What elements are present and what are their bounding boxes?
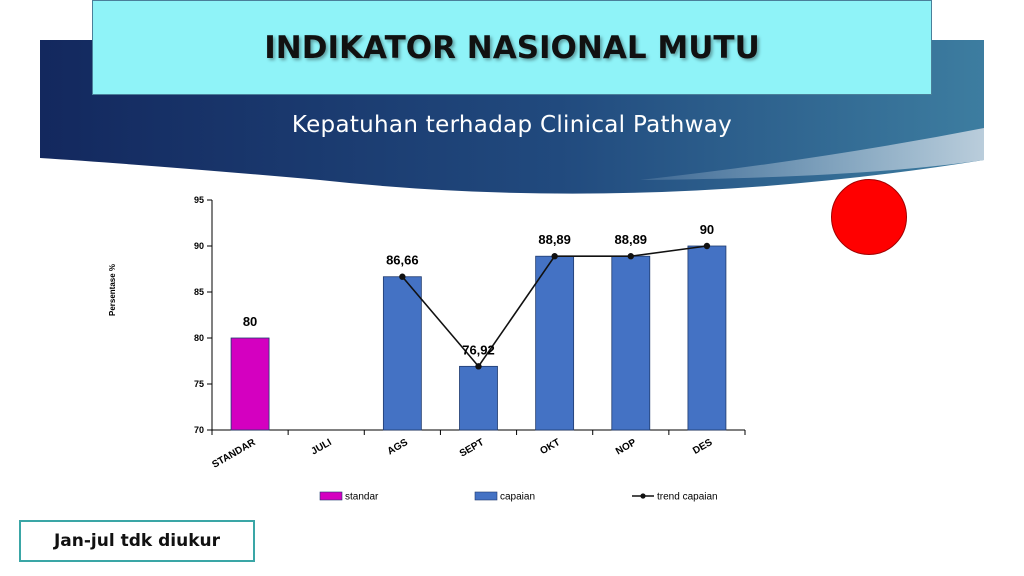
x-tick-label-juli: JULI	[309, 437, 333, 457]
bar-capaian-nop	[611, 255, 651, 431]
trend-point	[475, 363, 482, 370]
note-text: Jan-jul tdk diukur	[53, 531, 221, 551]
x-tick-label-nop: NOP	[614, 437, 639, 458]
bar-capaian-sept	[459, 365, 498, 431]
x-tick-label-standar: STANDAR	[210, 437, 258, 471]
legend-swatch-marker	[640, 493, 646, 499]
x-tick-label-okt: OKT	[538, 437, 562, 457]
y-tick-label: 85	[194, 287, 204, 297]
y-tick-label: 80	[194, 333, 204, 343]
legend-label-standar: standar	[345, 492, 379, 503]
bar-standar-standar	[230, 337, 270, 431]
y-tick-label: 95	[194, 195, 204, 205]
data-label-des: 90	[700, 222, 714, 237]
page-title: INDIKATOR NASIONAL MUTU	[264, 29, 760, 66]
x-tick-label-sept: SEPT	[458, 437, 486, 460]
page-subtitle: Kepatuhan terhadap Clinical Pathway	[291, 112, 733, 138]
bar-capaian-okt	[535, 255, 575, 431]
y-tick-label: 90	[194, 241, 204, 251]
data-label-okt: 88,89	[538, 232, 571, 247]
data-label-sept: 76,92	[462, 342, 495, 357]
trend-point	[551, 253, 558, 260]
banner-swoosh	[640, 128, 984, 180]
legend-swatch-standar	[319, 491, 343, 501]
data-label-nop: 88,89	[615, 232, 648, 247]
bar-capaian-des	[687, 245, 727, 431]
x-tick-label-des: DES	[691, 437, 715, 457]
trend-point	[399, 273, 406, 280]
note-box: Jan-jul tdk diukur	[19, 520, 255, 562]
x-tick-label-ags: AGS	[386, 437, 411, 458]
bar-capaian-ags	[382, 276, 422, 431]
y-axis-label: Persentase %	[108, 264, 117, 316]
data-label-standar: 80	[243, 314, 257, 329]
legend-swatch-capaian	[474, 491, 498, 501]
data-label-ags: 86,66	[386, 253, 419, 268]
legend-label-capaian: capaian	[500, 492, 535, 503]
trend-point	[627, 253, 634, 260]
y-tick-label: 70	[194, 425, 204, 435]
legend-label-trend-capaian: trend capaian	[657, 492, 718, 503]
y-tick-label: 75	[194, 379, 204, 389]
trend-point	[703, 242, 711, 250]
title-box: INDIKATOR NASIONAL MUTU	[92, 0, 932, 95]
status-indicator-dot	[831, 179, 907, 255]
